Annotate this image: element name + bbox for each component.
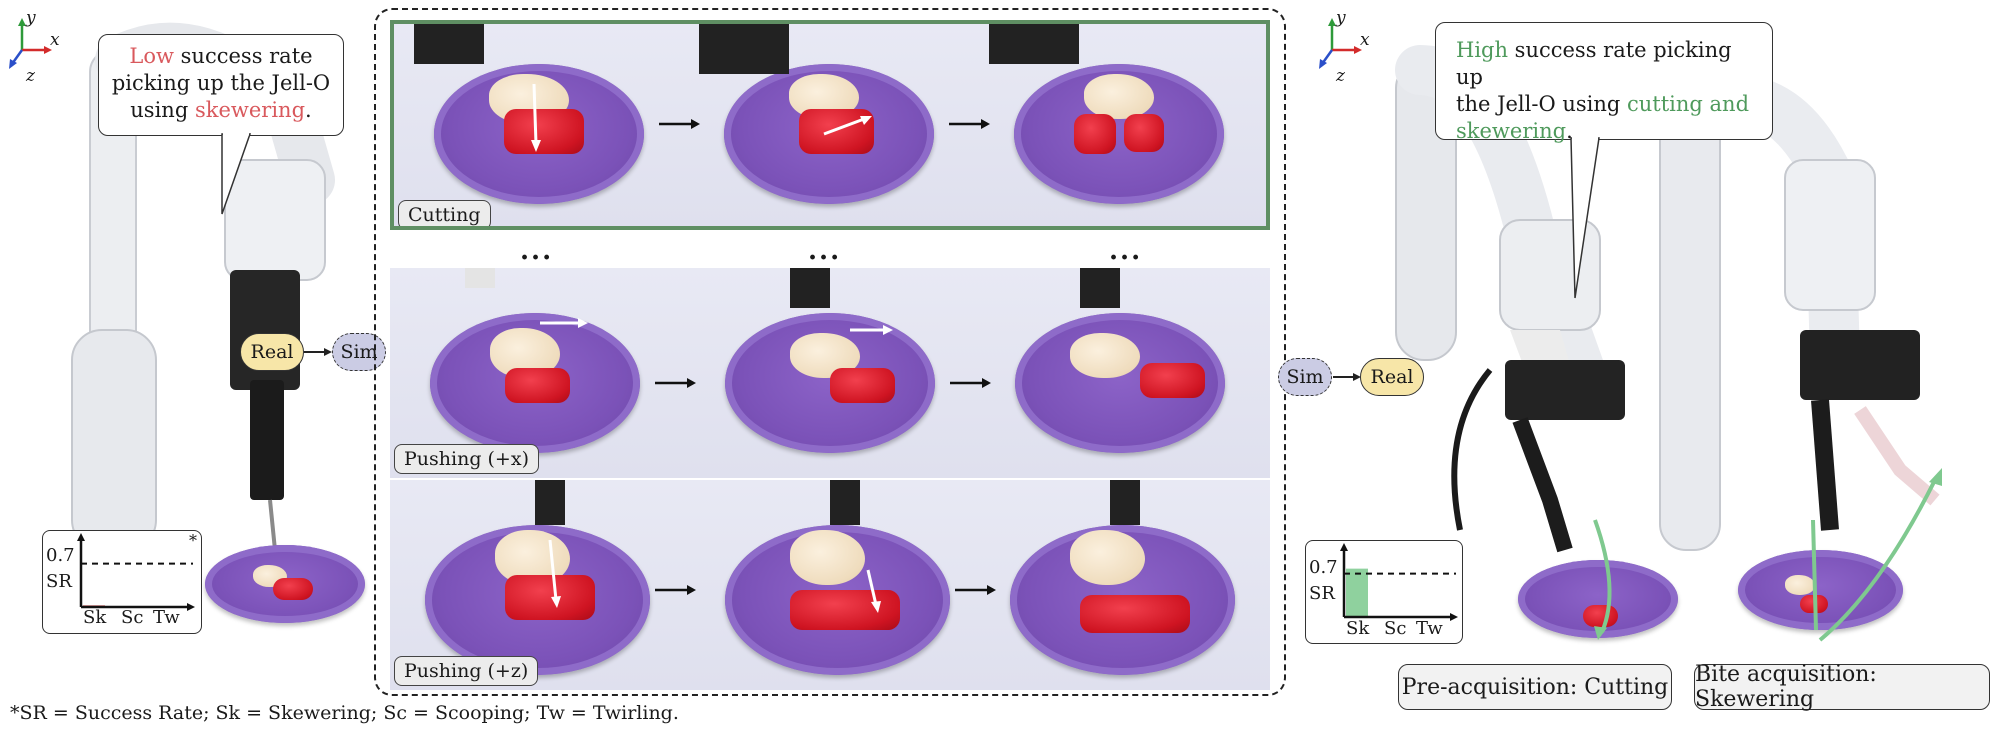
axis-gizmo-left bbox=[9, 18, 52, 69]
pre-acquisition-caption: Pre-acquisition: Cutting bbox=[1398, 664, 1672, 710]
axis-z-label: z bbox=[26, 66, 35, 86]
right-bubble-line1-rest: success rate picking up bbox=[1456, 38, 1732, 89]
speech-bubble-low: Low success rate picking up the Jell-O u… bbox=[98, 34, 344, 136]
skewering-highlight: skewering bbox=[194, 98, 306, 122]
sr-cat-sk-right: Sk bbox=[1346, 618, 1370, 639]
right-bubble-line2-pre: the Jell-O using bbox=[1456, 92, 1627, 116]
cutting-jello-3a bbox=[1074, 114, 1116, 154]
simulation-panel: Cutting ... ... ... Pushing (+x) bbox=[374, 8, 1286, 696]
sr-chart-right-plot bbox=[1340, 543, 1458, 621]
cutting-potato-3 bbox=[1084, 74, 1154, 119]
sr-cat-tw-right: Tw bbox=[1416, 618, 1443, 639]
axis-y-label: y bbox=[26, 8, 36, 28]
sr-cat-sk-left: Sk bbox=[83, 607, 107, 628]
cutting-jello-3b bbox=[1124, 114, 1164, 152]
real-pill-right: Real bbox=[1360, 358, 1424, 396]
sr-threshold-label-right: 0.7 bbox=[1309, 557, 1338, 578]
cutting-and-highlight: cutting and bbox=[1627, 92, 1750, 116]
sr-chart-left-plot bbox=[77, 533, 195, 611]
pushing-x-overlay bbox=[465, 268, 1120, 388]
pushz-potato-3 bbox=[1070, 530, 1145, 585]
sr-cat-tw-left: Tw bbox=[153, 607, 180, 628]
bubble-line2: picking up the Jell-O bbox=[111, 71, 331, 95]
cutting-overlay bbox=[414, 24, 1079, 152]
sr-asterisk: * bbox=[189, 531, 197, 550]
sr-cat-sc-right: Sc bbox=[1384, 618, 1407, 639]
axis-gizmo-right bbox=[1319, 18, 1362, 69]
bubble-line1-rest: success rate bbox=[173, 44, 313, 68]
pushing-z-overlay bbox=[535, 480, 1140, 613]
bubble-line3-pre: using bbox=[130, 98, 195, 122]
sr-chart-left: * 0.7 SR Sk Sc Tw bbox=[42, 530, 202, 634]
sr-x-axis-arrow bbox=[187, 603, 195, 611]
pushx-potato-3 bbox=[1070, 333, 1140, 378]
pushz-jello-1 bbox=[505, 575, 595, 620]
pushz-jello-3 bbox=[1080, 595, 1190, 633]
sr-y-axis-arrow bbox=[77, 533, 85, 541]
axis-y-label-right: y bbox=[1336, 8, 1346, 28]
sr-cat-sc-left: Sc bbox=[121, 607, 144, 628]
ellipsis-1: ... bbox=[520, 236, 554, 266]
sr-ylabel-left: SR bbox=[46, 571, 72, 592]
ellipsis-2: ... bbox=[808, 236, 842, 266]
axis-x-label-right: x bbox=[1360, 30, 1370, 50]
right-bubble-line3-post: . bbox=[1566, 119, 1573, 143]
low-highlight: Low bbox=[129, 44, 174, 68]
sr-ylabel-right: SR bbox=[1309, 583, 1335, 604]
sim-pill-right: Sim bbox=[1278, 358, 1332, 396]
sr-x-axis-arrow bbox=[1450, 613, 1458, 621]
bite-acquisition-caption: Bite acquisition: Skewering bbox=[1694, 662, 1990, 712]
axis-x-label: x bbox=[50, 30, 60, 50]
sr-chart-right: 0.7 SR Sk Sc Tw bbox=[1305, 540, 1463, 644]
pushing-x-label: Pushing (+x) bbox=[394, 444, 539, 474]
sr-bar-sk bbox=[1346, 568, 1368, 617]
pushing-z-label: Pushing (+z) bbox=[394, 656, 539, 686]
axis-z-label-right: z bbox=[1336, 66, 1345, 86]
arrow-sim-to-real bbox=[1333, 373, 1361, 381]
bubble-tail-right bbox=[1570, 136, 1600, 299]
cutting-jello-1 bbox=[504, 109, 584, 154]
high-highlight: High bbox=[1456, 38, 1508, 62]
cutting-row: Cutting bbox=[390, 20, 1270, 230]
footnote: *SR = Success Rate; Sk = Skewering; Sc =… bbox=[10, 702, 679, 724]
pushz-potato-2 bbox=[790, 530, 865, 585]
cutting-label: Cutting bbox=[398, 200, 491, 226]
arrow-real-to-sim bbox=[304, 348, 332, 356]
real-pill-left: Real bbox=[240, 333, 304, 371]
bubble-line3-post: . bbox=[305, 98, 312, 122]
pushing-z-row: Pushing (+z) bbox=[390, 480, 1270, 690]
sr-threshold-label-left: 0.7 bbox=[46, 545, 75, 566]
pushing-x-row: Pushing (+x) bbox=[390, 268, 1270, 478]
ellipsis-3: ... bbox=[1109, 236, 1143, 266]
green-motion-arrows bbox=[1593, 468, 1942, 642]
pushx-jello-2 bbox=[830, 368, 895, 403]
pushx-jello-3 bbox=[1140, 363, 1205, 398]
plate-right-2 bbox=[1738, 550, 1903, 630]
jello-left bbox=[273, 578, 313, 600]
sim-pill-left: Sim bbox=[332, 333, 386, 371]
sr-y-axis-arrow bbox=[1340, 543, 1348, 551]
pushx-jello-1 bbox=[505, 368, 570, 403]
bubble-tail-left bbox=[221, 132, 252, 215]
right-skewering-highlight: skewering bbox=[1456, 119, 1567, 143]
mashed-potato-right bbox=[1785, 575, 1815, 595]
pushz-jello-2 bbox=[790, 590, 900, 630]
speech-bubble-high: High success rate picking up the Jell-O … bbox=[1435, 22, 1773, 143]
